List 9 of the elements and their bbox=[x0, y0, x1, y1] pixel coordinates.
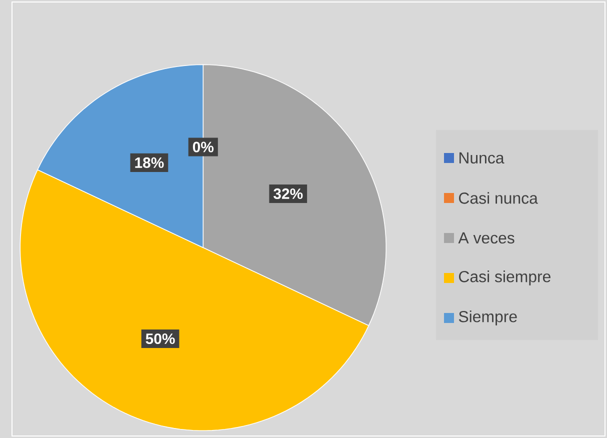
data-label: 32% bbox=[274, 188, 303, 200]
text: 0% bbox=[192, 142, 214, 152]
legend-label: A veces bbox=[458, 232, 514, 244]
legend-label: Nunca bbox=[460, 152, 504, 164]
legend-label: Casi siempre bbox=[459, 270, 550, 286]
legend-label: Casi nunca bbox=[459, 192, 538, 204]
legend-label: Siempre bbox=[458, 310, 517, 326]
data-label: 50% bbox=[146, 333, 175, 344]
data-label: 18% bbox=[135, 157, 164, 168]
